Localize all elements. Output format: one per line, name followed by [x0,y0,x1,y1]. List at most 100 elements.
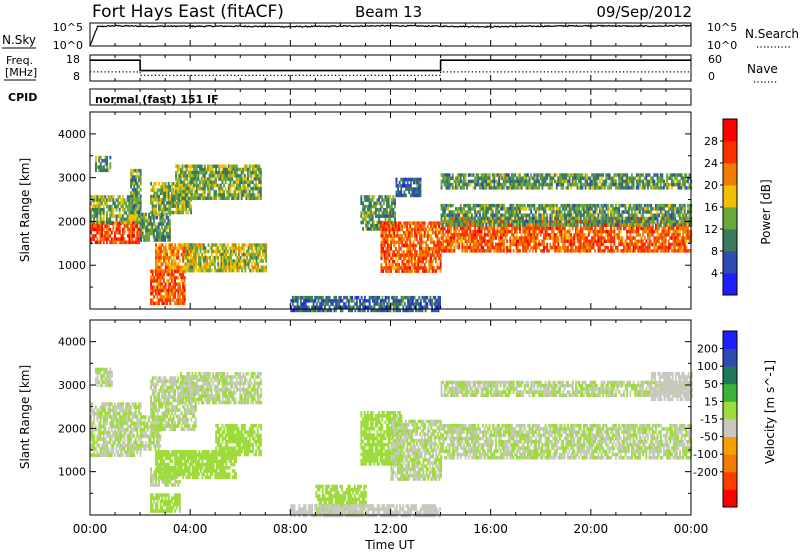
power-cell [133,181,136,186]
power-cell [443,220,446,224]
power-cell [182,249,185,254]
power-cell [554,173,557,177]
power-cell [498,239,501,243]
power-band-14 [440,173,693,190]
power-cell [226,177,229,181]
power-cell [487,173,489,177]
power-cell [388,253,391,257]
power-cell [175,246,178,250]
power-cell [611,176,614,180]
power-cell [563,245,566,250]
power-cell [228,259,231,263]
power-cell [112,195,115,199]
power-cell [370,211,372,215]
power-cell [635,173,638,177]
power-cell [115,208,118,212]
power-cell [493,213,496,217]
power-cell [581,229,584,234]
power-cell [463,236,465,240]
power-cell [525,173,528,177]
power-cell [482,245,485,250]
power-cell [530,176,533,180]
power-cell [615,173,617,177]
power-cell [536,223,539,227]
power-cell [648,233,651,237]
power-band-0 [90,221,142,245]
power-cell [400,187,403,191]
power-cell [555,239,558,243]
power-cell [597,249,600,253]
power-cell [172,282,175,286]
power-cell [464,229,467,234]
power-cell [154,272,157,277]
power-cell [583,239,585,243]
power-cell [227,177,230,181]
power-cell [648,223,651,227]
power-cell [156,215,158,220]
power-cell [495,233,497,237]
power-cell [552,176,555,180]
power-cell [215,268,218,273]
power-cell [175,269,178,274]
power-cell [110,237,113,241]
power-cell [595,226,598,231]
power-cell [208,190,211,194]
power-cell [160,225,163,229]
power-cell [519,173,521,177]
power-cell [385,253,388,257]
power-cell [180,301,183,306]
power-cell [425,227,428,232]
power-cell [255,164,257,168]
power-cell [528,249,531,253]
power-cell [154,285,157,290]
power-cell [528,242,531,247]
power-cell [166,194,168,199]
power-cell [587,239,590,243]
power-cell [466,223,469,227]
power-cell [467,220,470,224]
power-cell [434,243,437,248]
power-cell [219,186,222,191]
power-cell [417,240,420,245]
power-cell [498,179,501,184]
power-cell [488,242,491,247]
power-cell [555,179,558,184]
power-cell [195,183,198,188]
power-cell [528,229,531,234]
power-cell [214,262,216,266]
power-cell [138,178,140,182]
power-cell [156,279,159,283]
power-cell [177,276,180,280]
power-cell [360,211,363,215]
power-cell [461,207,464,211]
power-cell [170,298,173,302]
power-cell [501,242,504,247]
power-cell [415,259,418,264]
power-cell [498,182,501,187]
power-cell [610,242,613,247]
power-cell [422,250,424,254]
power-cell [474,226,477,231]
power-cell [385,237,388,241]
power-cell [202,256,205,260]
power-cell [200,167,203,172]
power-cell [391,231,394,235]
power-cell [422,269,424,273]
power-cell [404,231,407,235]
power-cell [249,256,252,260]
power-cell [229,170,232,175]
power-cell [653,179,656,184]
power-cell [477,226,480,231]
power-cell [394,214,396,218]
power-cell [487,245,489,250]
power-cell [422,253,424,257]
power-cell [164,238,166,242]
power-cell [450,216,453,221]
power-cell [213,170,216,175]
power-cell [192,196,195,200]
power-cell [423,266,426,270]
power-cell [134,204,137,208]
power-cell [507,226,510,231]
station-title: Fort Hays East (fitACF) [92,2,284,22]
power-cell [260,256,263,260]
